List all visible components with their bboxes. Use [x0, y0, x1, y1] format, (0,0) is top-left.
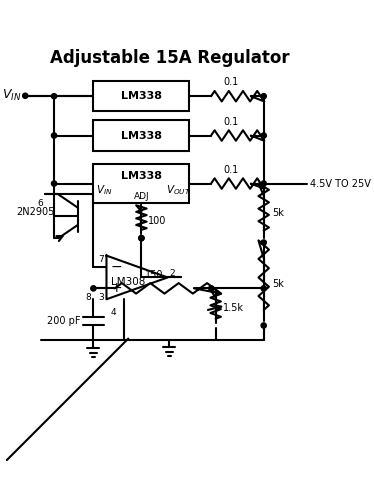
Text: 3: 3 [98, 293, 104, 302]
Text: Adjustable 15A Regulator: Adjustable 15A Regulator [49, 49, 289, 66]
Text: LM338: LM338 [121, 91, 162, 101]
Text: 200 pF: 200 pF [47, 316, 80, 326]
Circle shape [139, 236, 144, 241]
Text: +: + [111, 281, 122, 295]
Text: 2N2905: 2N2905 [16, 207, 55, 217]
Circle shape [261, 286, 266, 291]
Circle shape [52, 181, 57, 186]
Text: $V_{IN}$: $V_{IN}$ [2, 88, 22, 103]
Text: LM338: LM338 [121, 130, 162, 141]
Text: $V_{OUT}$: $V_{OUT}$ [166, 183, 191, 197]
FancyBboxPatch shape [94, 120, 190, 151]
Circle shape [52, 133, 57, 138]
Text: $V_{IN}$: $V_{IN}$ [96, 183, 112, 197]
Text: 2: 2 [169, 269, 175, 277]
Circle shape [91, 286, 96, 291]
Text: 0.1: 0.1 [223, 77, 239, 88]
Circle shape [139, 236, 144, 241]
Text: 7: 7 [98, 255, 104, 264]
Text: 8: 8 [85, 293, 91, 302]
Text: 1.5k: 1.5k [223, 303, 243, 313]
Circle shape [261, 133, 266, 138]
Text: 0.1: 0.1 [223, 165, 239, 175]
Circle shape [261, 240, 266, 245]
Circle shape [261, 323, 266, 328]
Circle shape [209, 286, 214, 291]
Text: 4: 4 [111, 308, 116, 317]
Circle shape [261, 93, 266, 99]
Text: 150: 150 [145, 270, 164, 279]
Text: 0.1: 0.1 [223, 117, 239, 127]
Circle shape [23, 93, 28, 98]
Text: LM308: LM308 [111, 277, 145, 287]
Text: LM338: LM338 [121, 171, 162, 181]
Text: 6: 6 [37, 199, 43, 208]
FancyBboxPatch shape [94, 164, 190, 203]
Text: 5k: 5k [272, 208, 284, 218]
Text: ADJ: ADJ [134, 191, 149, 201]
Text: −: − [111, 259, 122, 274]
Text: 5k: 5k [272, 279, 284, 289]
Circle shape [52, 93, 57, 99]
Text: 100: 100 [148, 215, 167, 226]
Circle shape [261, 181, 266, 186]
FancyBboxPatch shape [94, 81, 190, 112]
Text: 4.5V TO 25V: 4.5V TO 25V [310, 179, 371, 188]
